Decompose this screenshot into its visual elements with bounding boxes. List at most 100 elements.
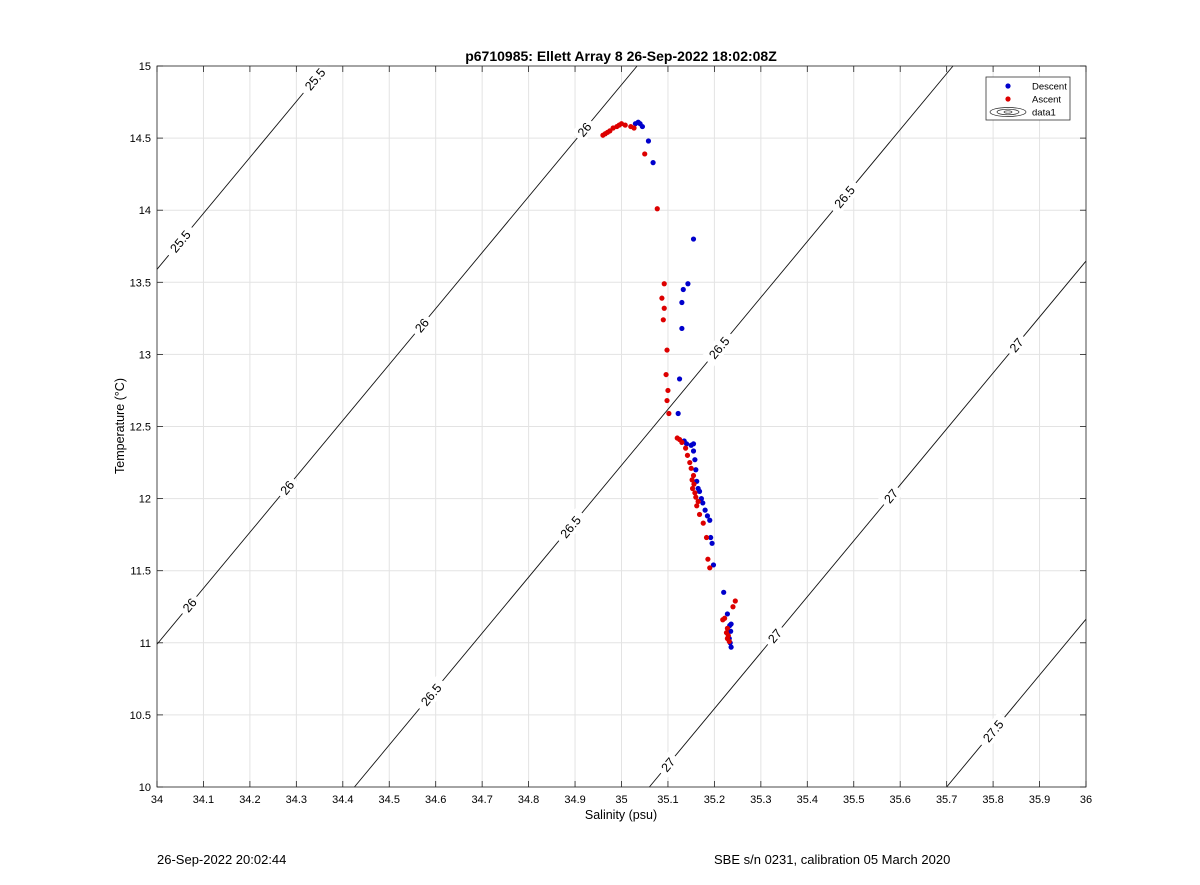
isopycnal-label-text: 27 bbox=[765, 626, 785, 646]
x-tick-label: 36 bbox=[1080, 794, 1092, 806]
descent-point bbox=[724, 611, 731, 617]
y-tick-label: 13.5 bbox=[130, 277, 151, 289]
descent-point bbox=[683, 441, 690, 447]
x-tick-label: 34.6 bbox=[425, 794, 446, 806]
isopycnal-label-bg bbox=[273, 474, 301, 502]
legend: Descent Ascent data1 bbox=[985, 76, 1071, 121]
ascent-point bbox=[631, 125, 637, 131]
x-tick-label: 35.9 bbox=[1029, 794, 1050, 806]
descent-point bbox=[692, 457, 698, 463]
descent-point bbox=[704, 513, 711, 519]
legend-box bbox=[985, 76, 1071, 121]
isopycnal-label: 27 bbox=[1003, 331, 1030, 359]
isopycnal-label-bg bbox=[877, 482, 905, 510]
ascent-point bbox=[665, 387, 671, 394]
descent-point bbox=[728, 621, 734, 627]
isopycnal-label-bg bbox=[975, 712, 1011, 751]
legend-contour-icon bbox=[989, 107, 1027, 117]
x-tick-label: 34.8 bbox=[518, 794, 539, 806]
ascent-point bbox=[700, 520, 706, 526]
isopycnal-label-bg bbox=[654, 751, 682, 779]
isopycnal-label-text: 27 bbox=[659, 755, 679, 775]
grid-lines bbox=[156, 65, 1087, 788]
isopycnal-label-bg bbox=[826, 177, 863, 216]
descent-point bbox=[675, 410, 681, 417]
x-tick-label: 35.4 bbox=[797, 794, 818, 806]
isopycnal-label-text: 26 bbox=[278, 478, 298, 498]
axis-ticks: 34 34.1 34.2 34.3 34.4 34.5 34.6 34.7 34.8 34.9 35… bbox=[130, 61, 1093, 806]
footer-timestamp: 26-Sep-2022 20:02:44 bbox=[157, 852, 287, 867]
x-tick-label: 34.7 bbox=[471, 794, 492, 806]
descent-point bbox=[700, 500, 706, 506]
isopycnal-label-bg bbox=[552, 507, 589, 546]
isopycnal-label-bg bbox=[761, 622, 788, 650]
isopycnal-label-bg bbox=[571, 115, 598, 144]
ascent-point bbox=[654, 206, 660, 212]
y-axis-label: Temperature (°C) bbox=[113, 378, 127, 474]
descent-point bbox=[708, 534, 714, 541]
isopycnal-label-text: 27 bbox=[1007, 335, 1027, 355]
ascent-point bbox=[726, 638, 732, 644]
isopycnal-label: 26 bbox=[571, 115, 598, 144]
legend-label: Ascent bbox=[1032, 95, 1061, 106]
y-tick-label: 11 bbox=[140, 638, 151, 650]
x-tick-label: 35 bbox=[615, 794, 627, 806]
ascent-point bbox=[695, 498, 701, 505]
y-tick-label: 10.5 bbox=[130, 710, 151, 722]
descent-point bbox=[679, 299, 685, 306]
isopycnal-label-text: 27 bbox=[881, 487, 901, 507]
ascent-point bbox=[730, 604, 736, 610]
descent-point bbox=[680, 286, 686, 293]
ascent-point bbox=[691, 481, 697, 487]
ascent-point bbox=[693, 494, 699, 500]
descent-point bbox=[693, 467, 699, 473]
x-tick-label: 35.7 bbox=[936, 794, 957, 806]
isopycnal-label-bg bbox=[162, 222, 198, 261]
isopycnal-label: 27 bbox=[761, 622, 788, 650]
ascent-point bbox=[689, 485, 696, 492]
y-tick-label: 12.5 bbox=[130, 422, 151, 434]
footer-calibration: SBE s/n 0231, calibration 05 March 2020 bbox=[714, 852, 951, 867]
isopycnal-label-bg bbox=[408, 311, 435, 339]
descent-point bbox=[721, 589, 727, 595]
ascent-point bbox=[679, 439, 685, 445]
ascent-point bbox=[664, 347, 670, 353]
x-tick-label: 34 bbox=[151, 794, 163, 806]
chart-title: p6710985: Ellett Array 8 26-Sep-2022 18:… bbox=[465, 48, 777, 64]
ascent-point bbox=[689, 477, 695, 483]
descent-point bbox=[645, 138, 652, 144]
x-tick-label: 35.5 bbox=[843, 794, 864, 806]
legend-contour-icon bbox=[996, 108, 1020, 116]
descent-point bbox=[696, 488, 703, 494]
isopycnal-label-text: 26 bbox=[180, 596, 200, 616]
y-tick-label: 12 bbox=[139, 494, 151, 506]
x-tick-label: 34.2 bbox=[239, 794, 260, 806]
descent-point bbox=[650, 160, 656, 166]
data-points bbox=[600, 119, 738, 650]
ascent-point bbox=[661, 305, 667, 311]
y-tick-label: 11.5 bbox=[130, 566, 151, 578]
y-tick-label: 13 bbox=[139, 349, 151, 361]
x-tick-label: 34.4 bbox=[332, 794, 353, 806]
descent-point bbox=[690, 441, 697, 447]
ascent-point bbox=[687, 459, 693, 466]
x-tick-label: 35.8 bbox=[982, 794, 1003, 806]
isopycnal-label-bg bbox=[413, 675, 449, 714]
descent-point bbox=[690, 448, 697, 454]
descent-point bbox=[690, 236, 697, 242]
ascent-point bbox=[683, 445, 689, 451]
ascent-point bbox=[659, 295, 665, 301]
descent-point bbox=[710, 562, 717, 568]
ascent-point bbox=[661, 281, 667, 287]
isopycnal-label-bg bbox=[1003, 331, 1030, 359]
descent-point bbox=[676, 376, 683, 382]
x-tick-label: 35.2 bbox=[704, 794, 725, 806]
legend-contour-icon bbox=[1003, 110, 1013, 114]
legend-label: data1 bbox=[1032, 108, 1056, 119]
isopycnal-label-bg bbox=[701, 328, 737, 367]
ascent-point bbox=[666, 410, 672, 417]
descent-point bbox=[707, 517, 713, 523]
descent-point bbox=[709, 540, 715, 546]
x-axis-label: Salinity (psu) bbox=[585, 808, 657, 822]
